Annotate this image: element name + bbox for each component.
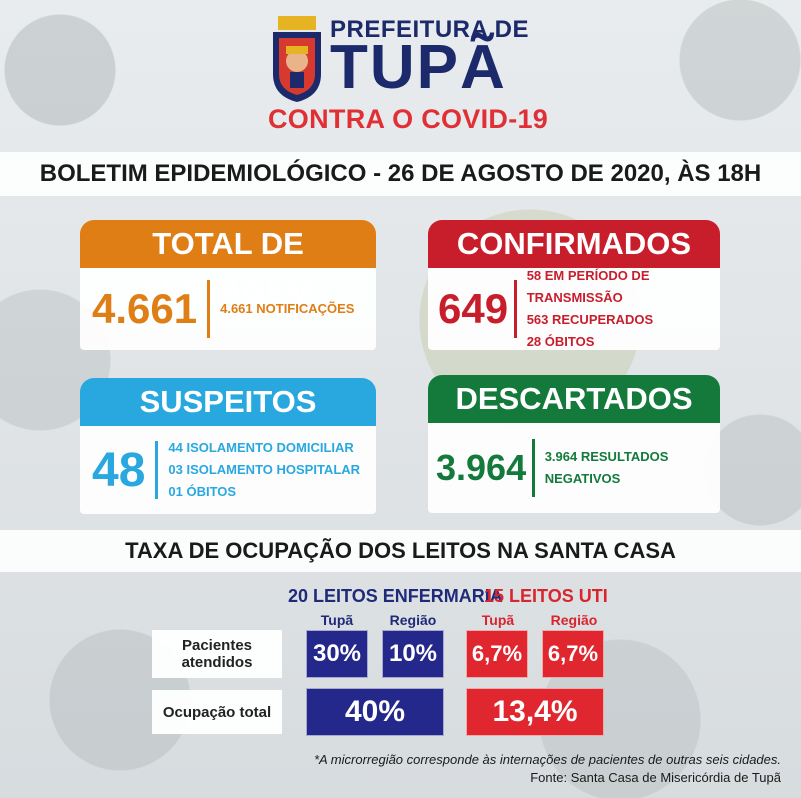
col-tupa-enf: Tupã [320, 612, 354, 628]
uti-tupa-value: 6,7% [466, 630, 528, 678]
card-number: 3.964 [436, 447, 527, 488]
bulletin-title: BOLETIM EPIDEMIOLÓGICO - 26 DE AGOSTO DE… [0, 152, 801, 196]
campaign-title: CONTRA O COVID-19 [268, 104, 549, 134]
row-label-ocupacao: Ocupação total [152, 690, 282, 734]
card-number: 4.661 [92, 285, 198, 332]
card-line: 28 ÓBITOS [526, 334, 595, 349]
card-line: 563 RECUPERADOS [526, 312, 654, 327]
divider [514, 280, 517, 338]
uti-regiao-value: 6,7% [542, 630, 604, 678]
card-line: 01 ÓBITOS [168, 484, 237, 499]
card-total-testagem: TOTAL DE TESTAGEM 4.661 4.661 NOTIFICAÇÕ… [80, 220, 376, 350]
divider [532, 439, 535, 497]
brand-main: TUPÃ [330, 33, 507, 102]
card-number: 48 [92, 443, 146, 497]
card-confirmados: CONFIRMADOS 649 58 EM PERÍODO DE TRANSMI… [428, 220, 720, 350]
card-line: 58 EM PERÍODO DE TRANSMISSÃO [526, 268, 650, 305]
row-label-line: Pacientes [181, 637, 253, 654]
brand-top: PREFEITURA DE [330, 16, 529, 43]
divider [155, 441, 159, 499]
col-regiao-uti: Região [550, 612, 598, 628]
card-number: 649 [438, 285, 509, 332]
col-tupa-uti: Tupã [481, 612, 515, 628]
enf-tupa-value: 30% [306, 630, 368, 678]
enf-total-value: 40% [306, 688, 444, 736]
card-line: 4.661 NOTIFICAÇÕES [220, 301, 355, 316]
occupancy-title: TAXA DE OCUPAÇÃO DOS LEITOS NA SANTA CAS… [0, 530, 801, 572]
source: Fonte: Santa Casa de Misericórdia de Tup… [530, 770, 781, 785]
card-title: DESCARTADOS [428, 375, 720, 423]
uti-total-value: 13,4% [466, 688, 604, 736]
footnote: *A microrregião corresponde às internaçõ… [313, 752, 781, 767]
row-label-pacientes: Pacientes atendidos [152, 630, 282, 678]
row-label-line: atendidos [181, 654, 253, 671]
card-line: 3.964 RESULTADOS NEGATIVOS [544, 449, 669, 486]
card-line: 03 ISOLAMENTO HOSPITALAR [168, 462, 361, 477]
enfermaria-label: 20 LEITOS ENFERMARIA [288, 586, 503, 606]
col-regiao-enf: Região [389, 612, 437, 628]
enf-regiao-value: 10% [382, 630, 444, 678]
divider [207, 280, 211, 338]
card-suspeitos: SUSPEITOS 48 44 ISOLAMENTO DOMICILIAR 03… [80, 378, 376, 514]
uti-label: 15 LEITOS UTI [484, 586, 608, 606]
card-descartados: DESCARTADOS 3.964 3.964 RESULTADOS NEGAT… [428, 375, 720, 513]
city-coat-of-arms [273, 16, 321, 102]
card-line: 44 ISOLAMENTO DOMICILIAR [168, 440, 354, 455]
card-title: SUSPEITOS [80, 378, 376, 426]
card-title: TOTAL DE TESTAGEM [80, 220, 376, 309]
card-title: CONFIRMADOS [428, 220, 720, 268]
